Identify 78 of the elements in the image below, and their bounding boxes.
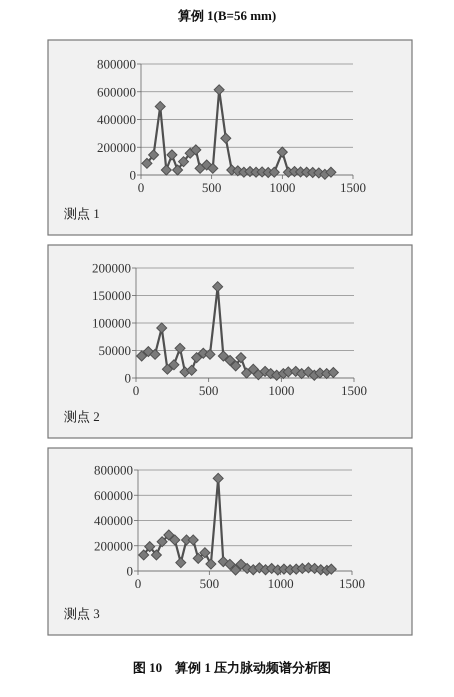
point bbox=[212, 281, 224, 292]
point bbox=[160, 164, 172, 176]
point bbox=[188, 534, 199, 546]
point bbox=[325, 166, 336, 178]
x-tick-label: 500 bbox=[202, 180, 222, 195]
point bbox=[156, 322, 168, 334]
point bbox=[191, 352, 202, 364]
caption: 图 10 算例 1 压力脉动频谱分析图 bbox=[132, 660, 332, 675]
point bbox=[136, 350, 148, 362]
y-tick-label: 0 bbox=[126, 564, 133, 578]
point bbox=[172, 164, 184, 176]
text: 测点 3 bbox=[64, 606, 100, 621]
point bbox=[224, 354, 236, 366]
point bbox=[326, 564, 337, 575]
point bbox=[194, 162, 206, 174]
y-tick-label: 100000 bbox=[92, 316, 131, 330]
text: 测点 2 bbox=[64, 409, 100, 424]
point bbox=[248, 364, 259, 375]
point bbox=[156, 536, 168, 548]
y-tick-label: 200000 bbox=[92, 260, 131, 276]
x-tick-label: 1500 bbox=[340, 180, 366, 195]
point bbox=[218, 350, 229, 362]
point bbox=[166, 149, 178, 160]
point bbox=[175, 557, 186, 568]
x-tick-label: 500 bbox=[198, 383, 218, 398]
y-tick-label: 200000 bbox=[97, 140, 136, 155]
x-tick-label: 1000 bbox=[268, 576, 294, 591]
point bbox=[162, 364, 173, 375]
point bbox=[241, 368, 252, 379]
y-tick-label: 600000 bbox=[97, 84, 136, 100]
point bbox=[138, 549, 150, 560]
y-tick-label: 400000 bbox=[94, 513, 133, 528]
point bbox=[207, 162, 218, 174]
x-tick-label: 1500 bbox=[339, 576, 365, 591]
y-tick-label: 150000 bbox=[92, 288, 131, 303]
point bbox=[328, 367, 339, 378]
point bbox=[236, 558, 247, 570]
point bbox=[199, 547, 210, 558]
point bbox=[154, 100, 166, 112]
chart-title: 算例 1(B=56 mm) bbox=[176, 8, 276, 23]
point bbox=[224, 558, 236, 570]
x-tick-label: 500 bbox=[200, 576, 220, 591]
point bbox=[186, 364, 198, 376]
y-tick-label: 800000 bbox=[97, 56, 136, 72]
text: 测点 1 bbox=[64, 206, 100, 221]
point bbox=[220, 132, 232, 144]
point bbox=[150, 348, 161, 360]
point bbox=[148, 149, 160, 160]
point bbox=[230, 564, 242, 576]
y-tick-label: 0 bbox=[130, 168, 136, 182]
point bbox=[212, 472, 224, 484]
y-tick-label: 800000 bbox=[94, 462, 133, 478]
point bbox=[174, 342, 186, 354]
point bbox=[230, 360, 242, 372]
point bbox=[192, 552, 204, 564]
x-tick-label: 1000 bbox=[269, 180, 296, 195]
point bbox=[205, 558, 216, 570]
point bbox=[190, 144, 202, 156]
point bbox=[268, 166, 280, 178]
y-tick-label: 50000 bbox=[98, 343, 131, 358]
point bbox=[141, 158, 152, 169]
point bbox=[168, 359, 180, 370]
x-tick-label: 1500 bbox=[341, 383, 367, 398]
point bbox=[204, 348, 216, 360]
y-tick-label: 400000 bbox=[97, 112, 136, 127]
x-tick-label: 1000 bbox=[268, 383, 294, 398]
y-tick-label: 600000 bbox=[94, 488, 133, 503]
point bbox=[252, 369, 264, 380]
point bbox=[144, 541, 156, 552]
point bbox=[235, 352, 246, 364]
point bbox=[178, 156, 190, 168]
point bbox=[169, 534, 180, 546]
point bbox=[150, 549, 162, 560]
point bbox=[163, 530, 174, 541]
point bbox=[276, 146, 288, 158]
y-tick-label: 200000 bbox=[94, 538, 133, 554]
y-tick-label: 0 bbox=[124, 370, 131, 386]
point bbox=[214, 84, 225, 96]
